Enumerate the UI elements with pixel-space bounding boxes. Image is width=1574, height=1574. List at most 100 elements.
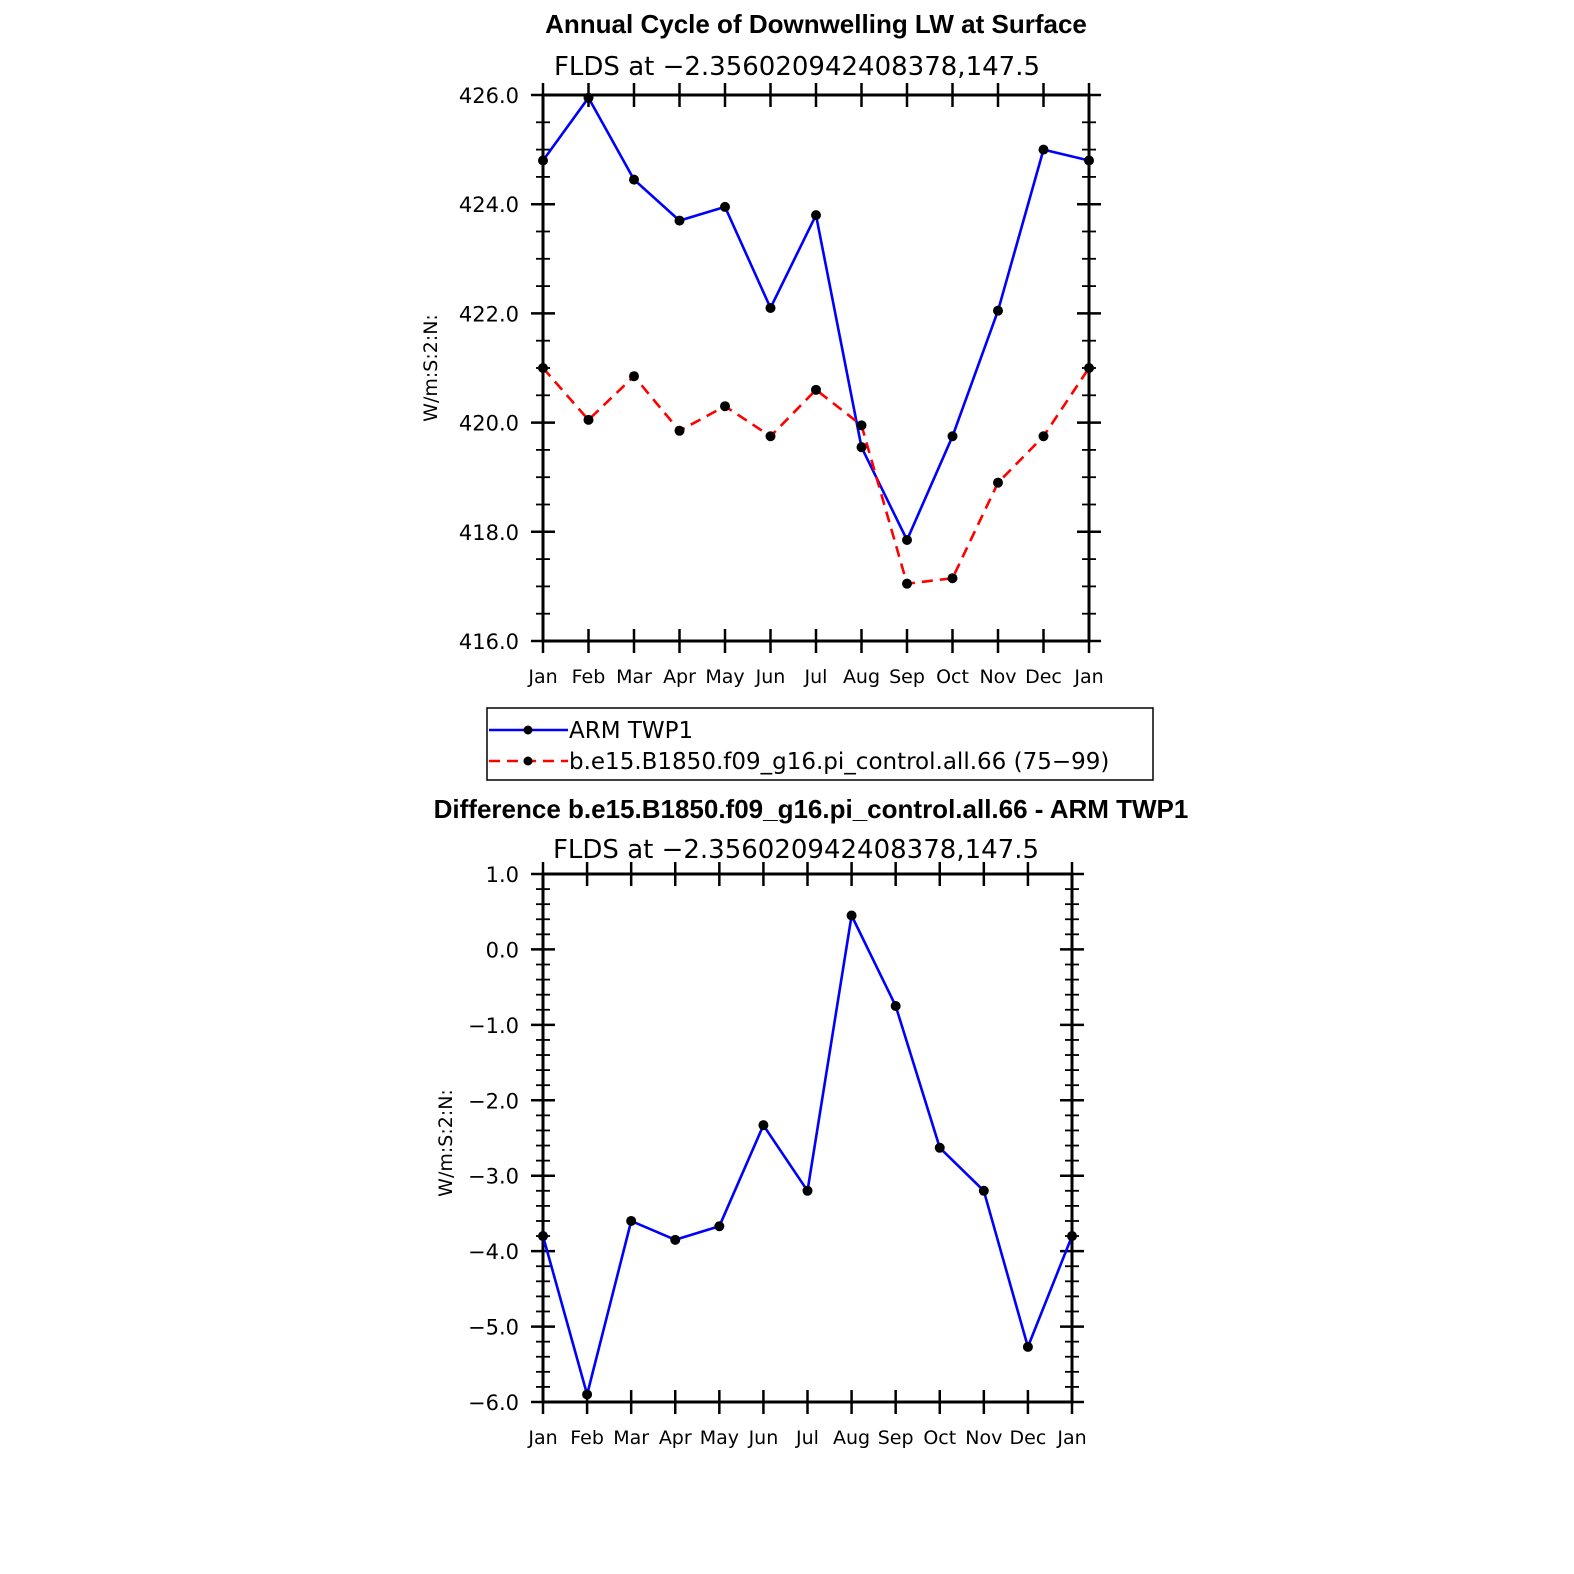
x-tick-label: May [705,666,744,688]
legend-box [486,707,1154,781]
data-point-s0-9 [947,431,958,442]
series-lines [541,914,1074,1396]
x-tick-label: Jun [748,1427,779,1449]
data-point-s0-7 [846,910,857,921]
data-point-s0-7 [856,442,867,453]
data-point-s1-12 [1084,363,1094,373]
y-tick-label: 418.0 [459,521,519,545]
data-point-s0-10 [978,1185,989,1196]
y-tick-label: 1.0 [486,863,519,887]
data-point-s0-11 [1038,144,1049,155]
data-point-s1-8 [902,578,912,589]
annual-cycle-chart: Annual Cycle of Downwelling LW at Surfac… [420,9,1104,688]
legend: ARM TWP1 b.e15.B1850.f09_g16.pi_control.… [486,707,1154,781]
data-point-s0-10 [993,305,1003,316]
series-lines [541,96,1091,586]
legend-label-arm: ARM TWP1 [569,718,693,744]
data-point-s0-2 [629,174,639,185]
x-tick-label: Apr [659,1427,692,1449]
legend-label-model: b.e15.B1850.f09_g16.pi_control.all.66 (7… [569,749,1109,775]
data-point-s0-12 [1084,155,1094,166]
axes: Jan Feb Mar Apr May Jun Jul Aug Sep Oct Nov Dec Jan−… [468,862,1087,1449]
x-tick-label: Oct [923,1427,956,1449]
x-tick-label: Feb [572,666,606,688]
chart-subtitle: FLDS at −2.356020942408378,147.5 [553,835,1039,865]
data-point-s0-0 [538,155,548,166]
x-tick-label: Sep [889,666,925,688]
data-point-s0-8 [890,1001,901,1011]
series-line-1 [542,367,1091,586]
chart-title: Annual Cycle of Downwelling LW at Surfac… [545,9,1087,39]
x-tick-label: Jan [527,666,557,688]
y-tick-label: −1.0 [468,1014,519,1038]
y-axis-label: W/m:S:2:N: [420,314,442,422]
y-tick-label: −2.0 [468,1089,519,1113]
data-point-s1-11 [1038,431,1049,442]
series-line-0 [541,914,1074,1396]
y-tick-label: 424.0 [459,193,519,217]
x-tick-label: Aug [833,1427,870,1449]
x-tick-label: Apr [663,666,696,688]
y-axis-label: W/m:S:2:N: [435,1089,457,1197]
x-tick-label: Jul [804,666,828,688]
data-point-s0-2 [626,1215,637,1226]
data-point-s1-7 [856,420,867,431]
x-tick-label: Aug [843,666,880,688]
y-tick-label: 0.0 [486,938,519,962]
x-tick-label: Mar [613,1427,649,1449]
x-tick-label: Nov [979,666,1016,688]
data-point-s1-3 [674,425,685,436]
x-tick-label: Feb [570,1427,604,1449]
y-tick-label: 416.0 [459,630,519,654]
y-tick-label: −5.0 [468,1316,519,1340]
data-point-s0-4 [714,1221,725,1232]
legend-marker-arm [523,725,533,735]
data-point-s0-6 [811,210,821,221]
data-point-s0-3 [670,1234,681,1245]
data-point-s1-9 [947,573,958,584]
data-point-s0-3 [674,215,685,226]
difference-chart: Difference b.e15.B1850.f09_g16.pi_contro… [434,794,1189,1449]
data-point-s0-6 [802,1185,813,1196]
chart-subtitle: FLDS at −2.356020942408378,147.5 [554,52,1040,82]
data-point-s0-4 [720,201,730,212]
data-point-s0-5 [758,1120,769,1131]
x-tick-label: Jan [1056,1427,1086,1449]
x-tick-label: Dec [1010,1427,1047,1449]
y-tick-label: −3.0 [468,1165,519,1189]
series-markers [538,910,1077,1400]
x-tick-label: Jun [755,666,786,688]
data-point-s1-0 [538,363,548,373]
chart-title: Difference b.e15.B1850.f09_g16.pi_contro… [434,794,1189,824]
data-point-s1-4 [720,401,730,412]
y-tick-label: 420.0 [459,412,519,436]
axes: Jan Feb Mar Apr May Jun Jul Aug Sep Oct Nov Dec Jan 4… [459,83,1104,688]
data-point-s0-12 [1067,1231,1077,1242]
x-tick-label: Mar [616,666,652,688]
data-point-s1-1 [583,414,594,425]
data-point-s1-6 [811,384,821,395]
x-tick-label: Oct [936,666,969,688]
data-point-s1-10 [993,477,1003,488]
data-point-s0-1 [582,1389,593,1400]
legend-marker-model [523,756,533,766]
y-tick-label: −4.0 [468,1240,519,1264]
x-tick-label: Sep [878,1427,914,1449]
x-tick-label: Jul [795,1427,819,1449]
x-tick-label: Jan [527,1427,557,1449]
data-point-s0-8 [902,534,912,545]
plot-frame [541,872,1074,1404]
data-point-s1-2 [629,371,639,382]
data-point-s0-5 [765,302,776,313]
plot-frame [541,93,1091,643]
series-markers [538,92,1094,589]
data-point-s0-0 [538,1231,548,1242]
x-tick-label: May [700,1427,739,1449]
x-tick-label: Dec [1025,666,1062,688]
y-tick-label: 422.0 [459,302,519,326]
y-tick-label: 426.0 [459,84,519,108]
data-point-s0-11 [1022,1341,1033,1352]
y-tick-label: −6.0 [468,1391,519,1415]
data-point-s0-1 [583,92,594,103]
